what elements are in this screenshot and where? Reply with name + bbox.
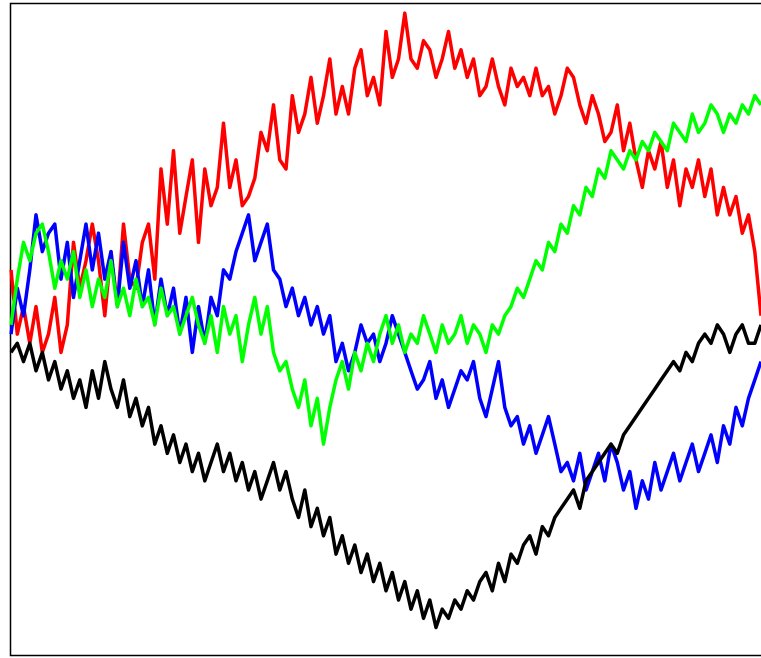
series-layer bbox=[9, 11, 761, 630]
series-line-1 bbox=[9, 213, 761, 511]
series-line-2 bbox=[9, 93, 761, 446]
series-line-3 bbox=[9, 323, 761, 630]
plot-frame bbox=[9, 2, 761, 657]
